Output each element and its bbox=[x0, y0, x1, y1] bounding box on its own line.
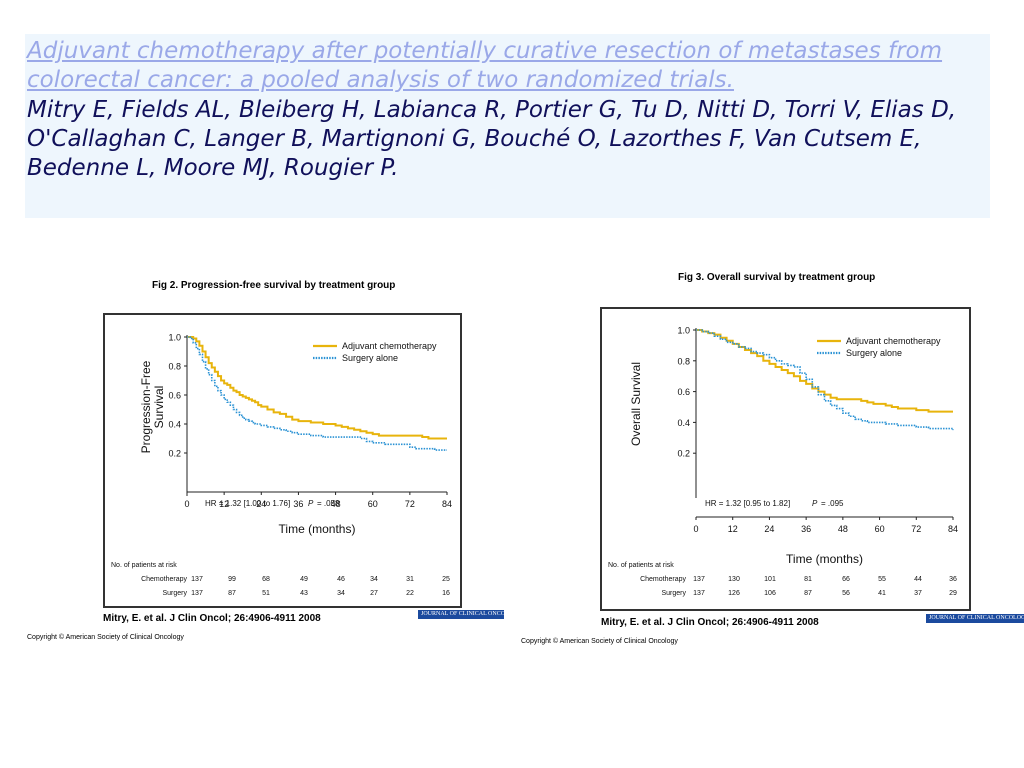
risk-value: 137 bbox=[693, 576, 705, 583]
x-tick-label: 60 bbox=[368, 499, 378, 509]
fig3-title: Fig 3. Overall survival by treatment gro… bbox=[678, 272, 876, 283]
risk-value: 106 bbox=[764, 590, 776, 597]
risk-value: 130 bbox=[728, 576, 740, 583]
legend-label: Surgery alone bbox=[846, 348, 902, 358]
fig2-journal-logo: JOURNAL OF CLINICAL ONCOLOGY bbox=[418, 610, 504, 619]
y-tick-label: 0.2 bbox=[677, 449, 690, 459]
x-tick-label: 0 bbox=[184, 499, 189, 509]
risk-value: 46 bbox=[337, 576, 345, 583]
risk-value: 81 bbox=[804, 576, 812, 583]
p-value-text: = .058 bbox=[317, 499, 340, 508]
risk-table-title: No. of patients at risk bbox=[608, 562, 674, 569]
risk-value: 29 bbox=[949, 590, 957, 597]
chemo-series-line bbox=[187, 336, 447, 440]
x-tick-label: 84 bbox=[948, 524, 958, 534]
legend-label: Adjuvant chemotherapy bbox=[846, 336, 941, 346]
fig3-citation: Mitry, E. et al. J Clin Oncol; 26:4906-4… bbox=[601, 617, 819, 628]
x-tick-label: 72 bbox=[911, 524, 921, 534]
y-axis-label-line: Progression-Free bbox=[139, 360, 153, 453]
x-axis-label: Time (months) bbox=[279, 522, 356, 536]
risk-value: 37 bbox=[914, 590, 922, 597]
fig3-chart: 0.2 0.4 0.6 0.8 1.0 0 12 24 36 48 60 72 84 Time (mont… bbox=[608, 326, 958, 598]
y-tick-label: 0.2 bbox=[168, 449, 181, 459]
y-axis-label: Overall Survival bbox=[629, 362, 643, 446]
fig2-frame: 0.2 0.4 0.6 0.8 1.0 0 12 24 36 48 60 72 84 Time (mont… bbox=[103, 313, 462, 608]
y-axis-label-line: Overall Survival bbox=[629, 362, 643, 446]
risk-value: 22 bbox=[406, 590, 414, 597]
x-tick-label: 0 bbox=[693, 524, 698, 534]
surgery-series-line bbox=[187, 336, 447, 451]
y-tick-label: 0.4 bbox=[168, 420, 181, 430]
risk-value: 137 bbox=[191, 590, 203, 597]
y-tick-label: 0.4 bbox=[677, 418, 690, 428]
fig2-title: Fig 2. Progression-free survival by trea… bbox=[152, 280, 396, 291]
risk-row-label: Surgery bbox=[162, 590, 187, 597]
risk-value: 56 bbox=[842, 590, 850, 597]
risk-value: 55 bbox=[878, 576, 886, 583]
y-tick-label: 1.0 bbox=[168, 333, 181, 343]
risk-value: 51 bbox=[262, 590, 270, 597]
x-tick-label: 72 bbox=[405, 499, 415, 509]
fig2-copyright: Copyright © American Society of Clinical… bbox=[27, 634, 184, 641]
x-axis-label: Time (months) bbox=[786, 552, 863, 566]
y-tick-label: 1.0 bbox=[677, 326, 690, 336]
risk-value: 126 bbox=[728, 590, 740, 597]
author-list: Mitry E, Fields AL, Bleiberg H, Labianca… bbox=[27, 97, 957, 181]
x-tick-label: 24 bbox=[764, 524, 774, 534]
risk-row-label: Chemotherapy bbox=[640, 576, 686, 583]
p-value-label: P bbox=[308, 499, 314, 508]
risk-value: 16 bbox=[442, 590, 450, 597]
risk-value: 137 bbox=[693, 590, 705, 597]
risk-row-label: Chemotherapy bbox=[141, 576, 187, 583]
fig3-frame: 0.2 0.4 0.6 0.8 1.0 0 12 24 36 48 60 72 84 Time (mont… bbox=[600, 307, 971, 611]
x-tick-label: 84 bbox=[442, 499, 452, 509]
hazard-ratio-text: HR = 1.32 [0.95 to 1.82] bbox=[705, 499, 790, 508]
legend-label: Surgery alone bbox=[342, 353, 398, 363]
risk-value: 44 bbox=[914, 576, 922, 583]
y-tick-label: 0.8 bbox=[168, 362, 181, 372]
x-tick-label: 48 bbox=[331, 499, 341, 509]
fig2-citation: Mitry, E. et al. J Clin Oncol; 26:4906-4… bbox=[103, 613, 321, 624]
surgery-series-line bbox=[696, 329, 954, 431]
fig3-copyright: Copyright © American Society of Clinical… bbox=[521, 638, 678, 645]
x-tick-label: 48 bbox=[838, 524, 848, 534]
x-tick-label: 36 bbox=[801, 524, 811, 534]
header-box bbox=[25, 34, 990, 218]
risk-value: 34 bbox=[370, 576, 378, 583]
y-axis-label-line: Survival bbox=[152, 386, 166, 429]
y-axis-label: Progression-FreeSurvival bbox=[139, 360, 166, 453]
p-value-text: = .095 bbox=[821, 499, 844, 508]
risk-value: 43 bbox=[300, 590, 308, 597]
x-tick-label: 60 bbox=[875, 524, 885, 534]
risk-value: 101 bbox=[764, 576, 776, 583]
y-tick-label: 0.6 bbox=[168, 391, 181, 401]
x-tick-label: 12 bbox=[219, 499, 229, 509]
p-value-label: P bbox=[812, 499, 818, 508]
risk-value: 68 bbox=[262, 576, 270, 583]
fig3-journal-logo: JOURNAL OF CLINICAL ONCOLOGY bbox=[926, 614, 1024, 623]
risk-value: 34 bbox=[337, 590, 345, 597]
x-tick-label: 36 bbox=[293, 499, 303, 509]
legend-label: Adjuvant chemotherapy bbox=[342, 341, 437, 351]
x-tick-label: 12 bbox=[728, 524, 738, 534]
risk-value: 31 bbox=[406, 576, 414, 583]
article-title-link[interactable]: Adjuvant chemotherapy after potentially … bbox=[27, 38, 943, 93]
risk-value: 87 bbox=[228, 590, 236, 597]
risk-value: 66 bbox=[842, 576, 850, 583]
risk-value: 87 bbox=[804, 590, 812, 597]
risk-value: 49 bbox=[300, 576, 308, 583]
risk-value: 27 bbox=[370, 590, 378, 597]
risk-value: 99 bbox=[228, 576, 236, 583]
risk-value: 25 bbox=[442, 576, 450, 583]
risk-row-label: Surgery bbox=[661, 590, 686, 597]
y-tick-label: 0.8 bbox=[677, 356, 690, 366]
fig2-chart: 0.2 0.4 0.6 0.8 1.0 0 12 24 36 48 60 72 84 Time (mont… bbox=[111, 333, 452, 598]
y-tick-label: 0.6 bbox=[677, 387, 690, 397]
risk-value: 137 bbox=[191, 576, 203, 583]
risk-table-title: No. of patients at risk bbox=[111, 562, 177, 569]
hazard-ratio-text: HR = 1.32 [1.00 to 1.76] bbox=[205, 499, 290, 508]
x-tick-label: 24 bbox=[256, 499, 266, 509]
risk-value: 41 bbox=[878, 590, 886, 597]
risk-value: 36 bbox=[949, 576, 957, 583]
